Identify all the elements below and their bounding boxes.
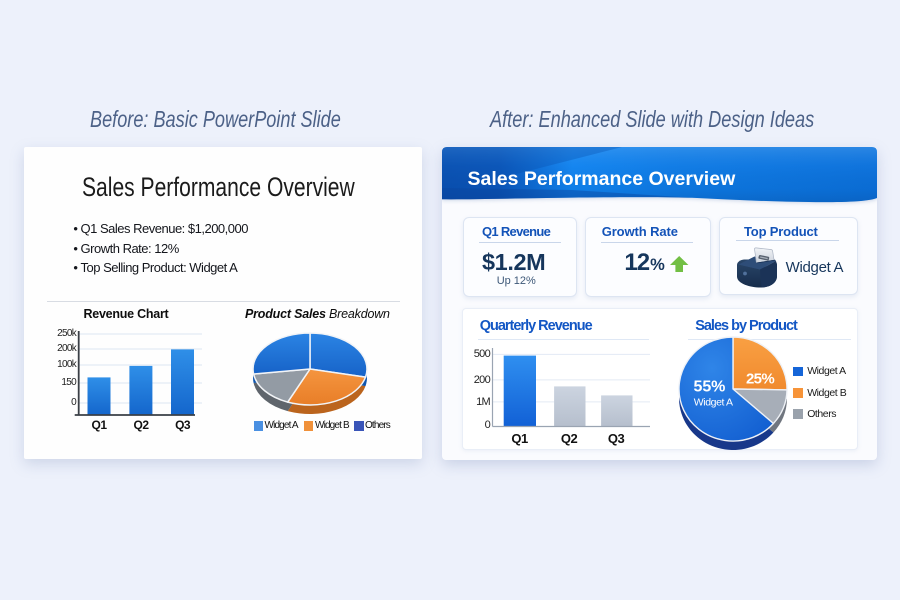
svg-text:25%: 25% (746, 370, 774, 387)
svg-text:Widget A: Widget A (694, 397, 733, 409)
svg-text:55%: 55% (694, 379, 726, 396)
